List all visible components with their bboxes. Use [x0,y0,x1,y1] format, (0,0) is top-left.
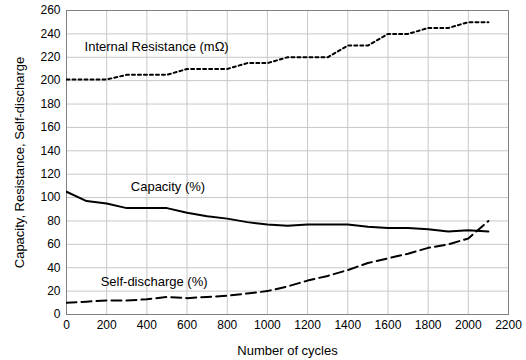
svg-text:Number of cycles: Number of cycles [237,343,338,358]
svg-text:180: 180 [40,97,60,111]
svg-text:400: 400 [137,318,157,332]
svg-text:1600: 1600 [375,318,402,332]
svg-text:1400: 1400 [334,318,361,332]
svg-text:Self-discharge (%): Self-discharge (%) [101,274,208,289]
svg-text:1000: 1000 [254,318,281,332]
svg-text:260: 260 [40,3,60,17]
svg-text:140: 140 [40,144,60,158]
svg-text:160: 160 [40,120,60,134]
svg-text:800: 800 [217,318,237,332]
svg-text:Internal Resistance (mΩ): Internal Resistance (mΩ) [85,39,229,54]
svg-text:60: 60 [47,237,61,251]
svg-text:200: 200 [40,73,60,87]
svg-text:Capacity (%): Capacity (%) [131,179,205,194]
svg-text:2200: 2200 [495,318,522,332]
svg-text:40: 40 [47,261,61,275]
svg-text:200: 200 [97,318,117,332]
svg-text:2000: 2000 [455,318,482,332]
svg-text:1200: 1200 [294,318,321,332]
svg-text:220: 220 [40,50,60,64]
svg-text:120: 120 [40,167,60,181]
svg-text:20: 20 [47,284,61,298]
svg-text:80: 80 [47,214,61,228]
svg-text:0: 0 [63,318,70,332]
svg-text:1800: 1800 [415,318,442,332]
svg-text:600: 600 [177,318,197,332]
svg-text:0: 0 [54,307,61,321]
svg-text:100: 100 [40,190,60,204]
svg-text:Capacity, Resistance, Self-dis: Capacity, Resistance, Self-discharge [12,57,27,268]
svg-text:240: 240 [40,27,60,41]
